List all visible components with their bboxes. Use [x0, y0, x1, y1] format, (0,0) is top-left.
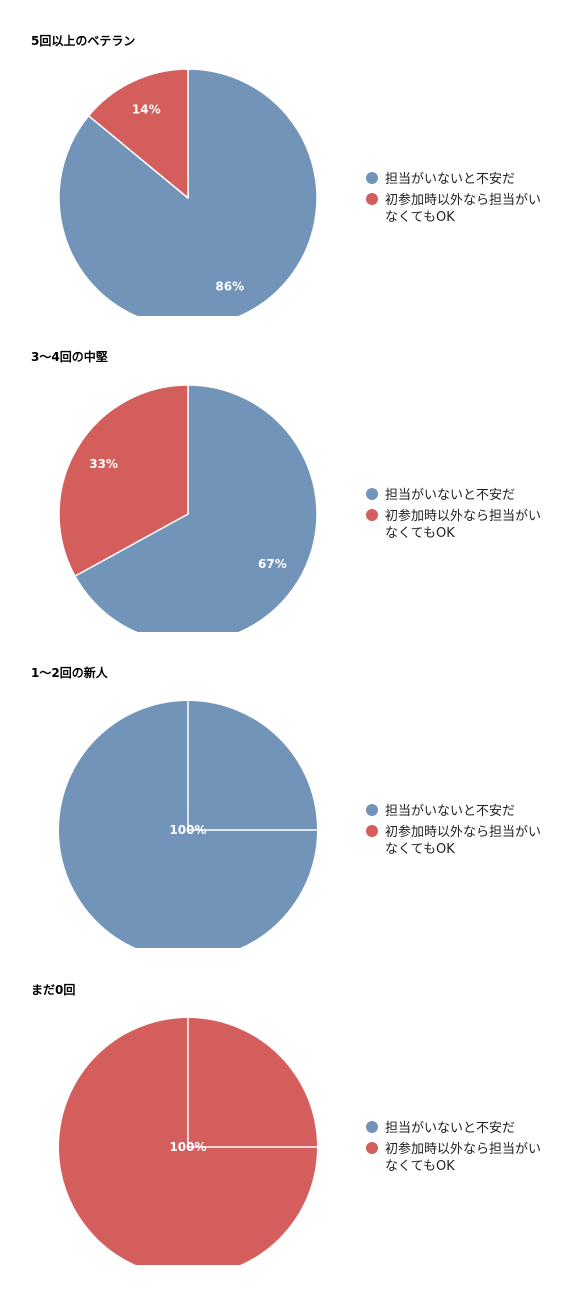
legend-marker	[366, 804, 378, 816]
slice-percent-label: 14%	[132, 102, 161, 116]
legend-label: 担当がいないと不安だ	[385, 172, 515, 187]
legend-label: 初参加時以外なら担当がいなくてもOK	[385, 1141, 541, 1174]
chart-title: 3〜4回の中堅	[31, 349, 108, 364]
pie-slice[interactable]	[58, 68, 318, 316]
legend-label: 担当がいないと不安だ	[385, 488, 515, 503]
legend-label: 担当がいないと不安だ	[385, 1121, 515, 1136]
pie-chart-svg: 5回以上のベテラン 86% 14% 担当がいないと不安だ初参加時以外なら担当がいなくて…	[31, 33, 541, 316]
legend-marker	[366, 193, 378, 205]
legend-marker	[366, 825, 378, 837]
slice-percent-label: 86%	[215, 280, 244, 294]
pie-chart-2: 3〜4回の中堅 67% 33% 担当がいないと不安だ初参加時以外なら担当がいなくてもO…	[0, 316, 570, 632]
chart-title: 5回以上のベテラン	[31, 33, 135, 48]
slice-percent-label: 67%	[258, 557, 287, 571]
legend-marker	[366, 1121, 378, 1133]
legend-label: 初参加時以外なら担当がいなくてもOK	[385, 192, 541, 225]
legend-label: 初参加時以外なら担当がいなくてもOK	[385, 508, 541, 541]
pie-chart-svg: 3〜4回の中堅 67% 33% 担当がいないと不安だ初参加時以外なら担当がいなくてもO…	[31, 349, 541, 632]
slice-percent-label: 100%	[169, 1140, 206, 1154]
legend-label: 担当がいないと不安だ	[385, 804, 515, 819]
pie-chart-4: まだ0回 100% 担当がいないと不安だ初参加時以外なら担当がいなくてもOK	[0, 949, 570, 1265]
chart-title: まだ0回	[31, 983, 75, 997]
legend-marker	[366, 488, 378, 500]
pie-slice[interactable]	[74, 384, 318, 632]
pie-slice[interactable]	[58, 384, 189, 577]
pie-chart-1: 5回以上のベテラン 86% 14% 担当がいないと不安だ初参加時以外なら担当がいなくて…	[0, 0, 570, 316]
slice-percent-label: 33%	[89, 457, 118, 471]
legend-marker	[366, 509, 378, 521]
legend-label: 初参加時以外なら担当がいなくてもOK	[385, 824, 541, 857]
legend-marker	[366, 1142, 378, 1154]
chart-title: 1〜2回の新人	[31, 665, 109, 680]
pie-slice[interactable]	[87, 68, 189, 199]
legend-marker	[366, 172, 378, 184]
slice-percent-label: 100%	[169, 823, 206, 837]
pie-chart-3: 1〜2回の新人 100% 担当がいないと不安だ初参加時以外なら担当がいなくてもOK	[0, 632, 570, 948]
